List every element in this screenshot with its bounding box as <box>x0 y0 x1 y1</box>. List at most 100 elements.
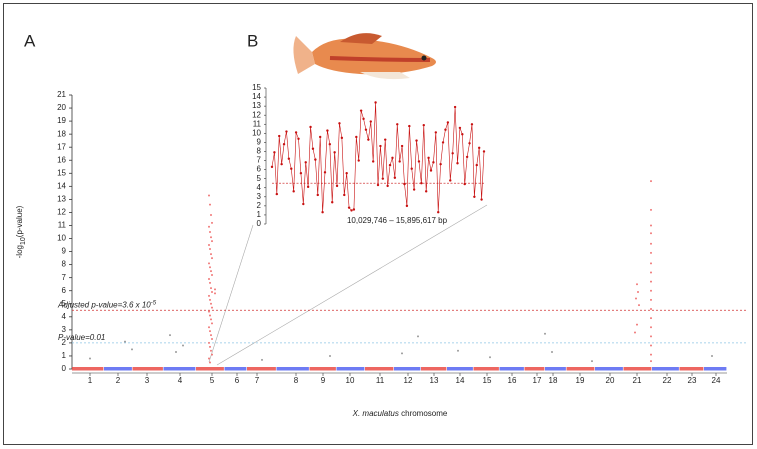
inset-point <box>408 124 411 128</box>
inset-y-tick-label: 5 <box>257 174 262 183</box>
point <box>211 257 213 260</box>
inset-y-tick-label: 3 <box>257 192 262 201</box>
x-tick-label: 20 <box>606 376 615 385</box>
inset-point <box>393 176 397 179</box>
y-tick-label: 11 <box>58 221 67 230</box>
y-label-part: 10 <box>20 237 27 245</box>
inset-y-tick-label: 12 <box>252 110 261 119</box>
inset-x-label: 10,029,746 – 15,895,617 bp <box>347 216 448 225</box>
inset-point <box>287 157 291 160</box>
point <box>650 208 652 211</box>
inset-point <box>352 208 356 211</box>
point <box>636 283 638 286</box>
panel-label: A <box>24 31 36 50</box>
inset-point <box>299 172 303 175</box>
y-tick-label: 6 <box>62 286 67 295</box>
inset-point <box>328 143 332 146</box>
y-tick-label: 16 <box>57 155 66 164</box>
point <box>711 354 713 357</box>
x-tick-label: 10 <box>346 376 355 385</box>
point <box>208 357 210 360</box>
inset-point <box>278 134 281 138</box>
inset-point <box>403 182 406 186</box>
y-tick-label: 12 <box>57 208 66 217</box>
chromosome-band <box>196 367 224 371</box>
point <box>208 225 210 228</box>
point <box>211 291 213 294</box>
point <box>209 330 211 333</box>
point <box>214 288 216 291</box>
point <box>637 291 639 294</box>
chromosome-band <box>679 367 704 371</box>
inset-y-tick-label: 13 <box>252 101 261 110</box>
point <box>489 356 491 359</box>
point <box>211 240 213 243</box>
y-tick-label: 3 <box>62 325 67 334</box>
chromosome-band <box>421 367 447 371</box>
inset-point <box>374 101 377 104</box>
inset-point <box>439 162 442 166</box>
inset-point <box>343 193 346 197</box>
point <box>208 244 210 247</box>
inset-y-tick-label: 2 <box>257 201 262 210</box>
point <box>210 287 212 290</box>
inset-point <box>371 160 375 163</box>
inset-point <box>412 188 416 191</box>
inset-point <box>304 161 307 164</box>
x-tick-label: 1 <box>88 376 93 385</box>
point <box>650 251 652 254</box>
chromosome-band <box>499 367 524 371</box>
chromosome-band <box>473 367 499 371</box>
inset-point <box>323 171 327 174</box>
point <box>211 353 213 356</box>
point <box>208 194 210 197</box>
x-tick-label: 16 <box>508 376 517 385</box>
threshold-sup: -5 <box>151 300 157 306</box>
point <box>210 270 212 273</box>
inset-point <box>338 122 341 125</box>
point <box>544 332 546 335</box>
point <box>650 224 652 227</box>
y-tick-label: 17 <box>57 142 66 151</box>
inset-point <box>420 182 423 185</box>
x-tick-label: 24 <box>712 376 721 385</box>
inset-point <box>290 167 293 170</box>
point <box>650 289 652 292</box>
inset-point <box>321 211 324 214</box>
x-tick-label: 6 <box>235 376 240 385</box>
chromosome-band <box>309 367 336 371</box>
inset-y-tick-label: 1 <box>257 210 262 219</box>
inset-point <box>379 144 382 148</box>
y-tick-label: 20 <box>57 103 66 112</box>
inset-point <box>280 162 283 166</box>
x-tick-label: 9 <box>321 376 326 385</box>
y-tick-label: 14 <box>57 181 66 190</box>
x-tick-label: 23 <box>688 376 697 385</box>
x-label-part: X. maculatus <box>352 409 399 418</box>
x-tick-label: 11 <box>376 376 385 385</box>
y-tick-label: 13 <box>57 194 66 203</box>
point <box>209 266 211 269</box>
inset-point <box>340 136 344 140</box>
point <box>182 344 184 347</box>
point <box>211 322 213 325</box>
inset-point <box>331 201 334 204</box>
point <box>210 318 212 321</box>
y-tick-label: 4 <box>62 312 67 321</box>
chromosome-band <box>566 367 595 371</box>
inset-point <box>367 138 370 141</box>
point <box>89 357 91 360</box>
point <box>650 262 652 265</box>
inset-point <box>314 158 317 161</box>
inset-point <box>376 183 380 187</box>
chromosome-band <box>336 367 365 371</box>
chromosome-band <box>595 367 623 371</box>
point <box>208 326 210 329</box>
inset-point <box>424 190 428 193</box>
point <box>650 232 652 235</box>
inset-point <box>449 179 452 182</box>
inset-point <box>391 156 394 160</box>
point <box>210 349 212 352</box>
inset-y-tick-label: 7 <box>257 156 262 165</box>
